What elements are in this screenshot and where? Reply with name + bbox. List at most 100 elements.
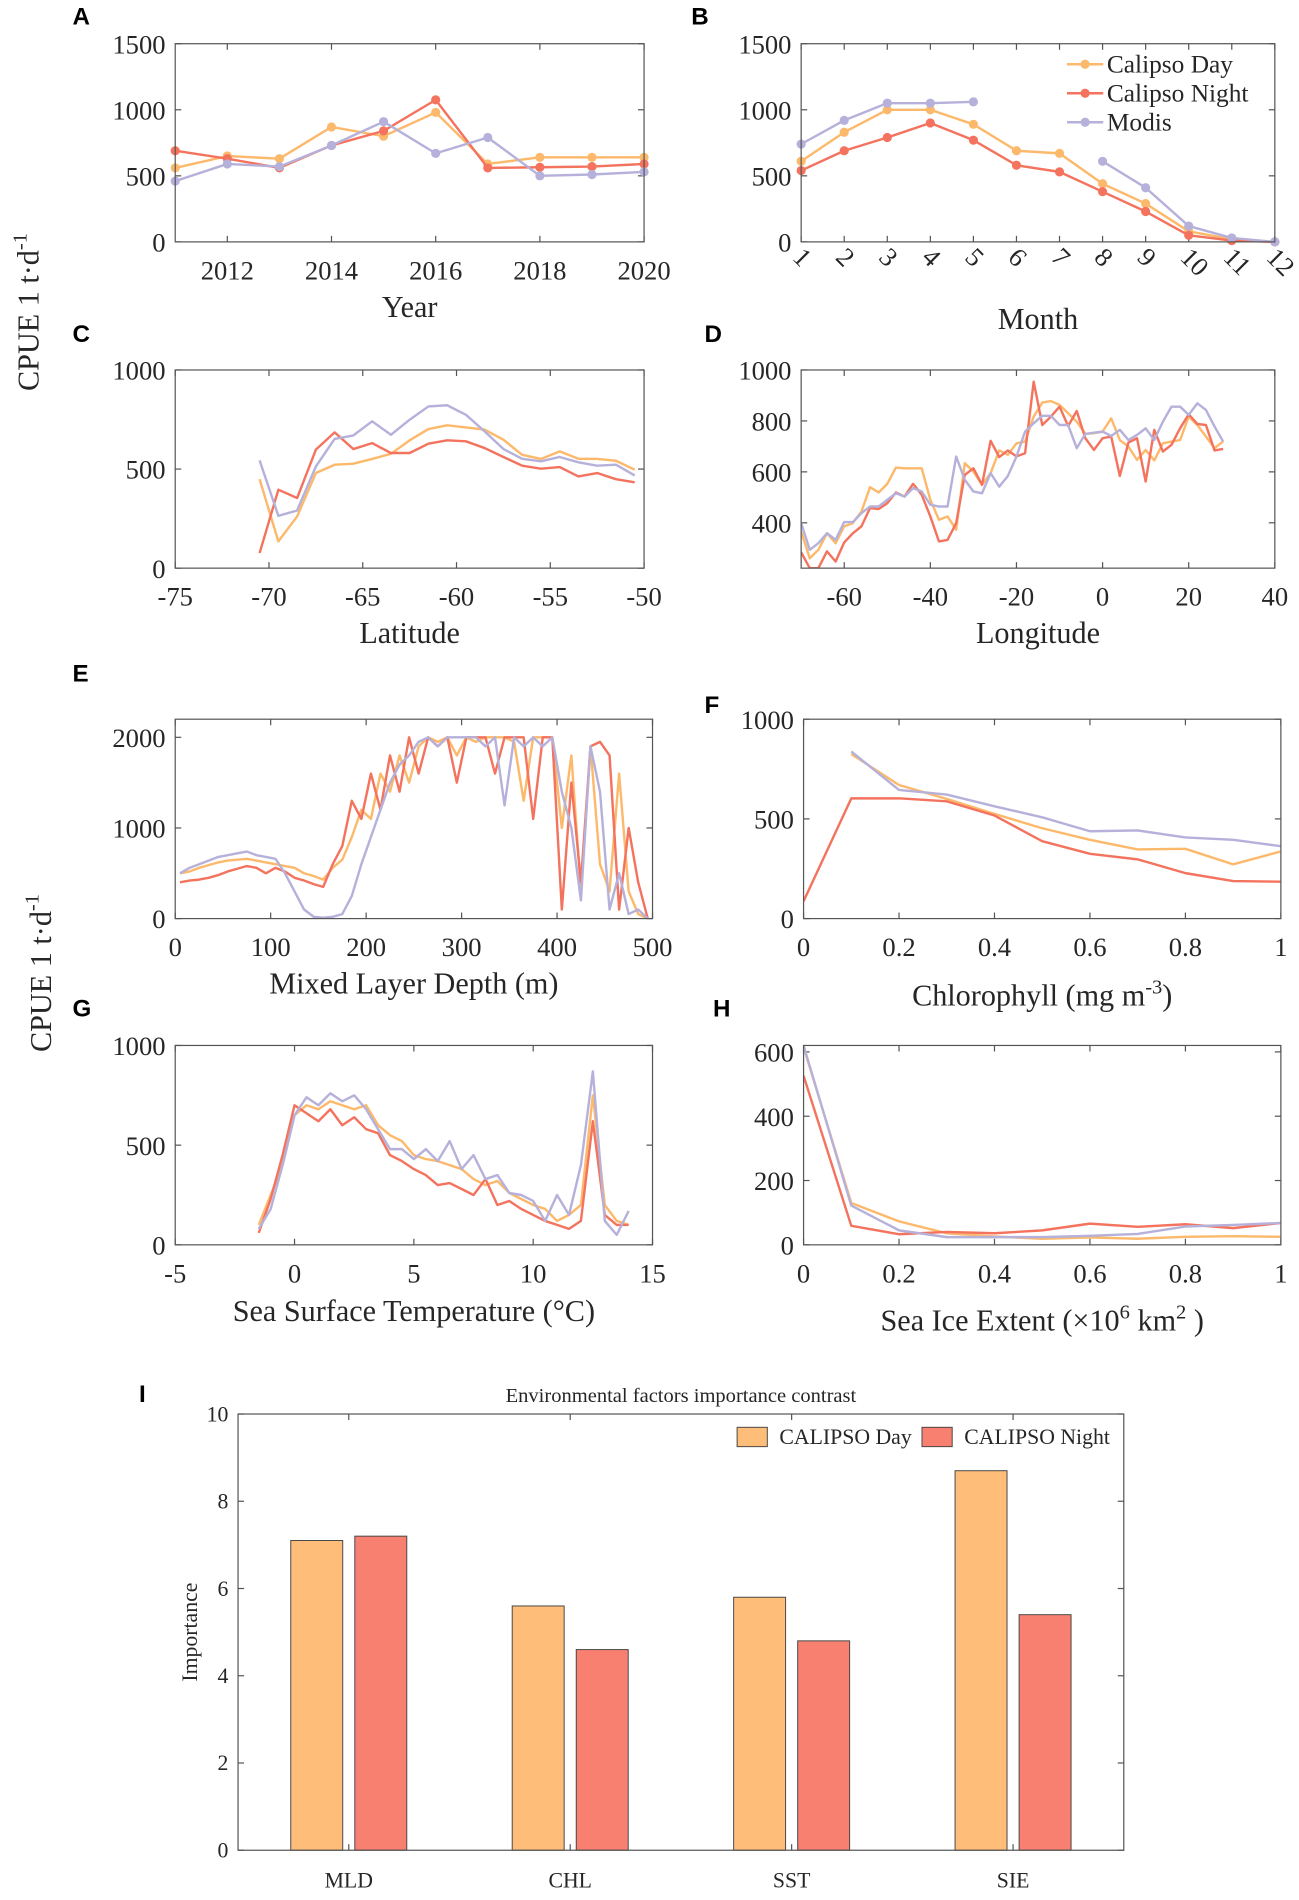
x-tick-label: 11 (1218, 242, 1257, 281)
x-tick-label: 1 (787, 242, 818, 273)
xlabel: Chlorophyll (mg m (912, 979, 1146, 1013)
series-line (803, 797, 1281, 902)
series-line (850, 750, 1281, 848)
data-point (882, 98, 892, 108)
x-axis-label: Chlorophyll (mg m-3) (912, 977, 1172, 1013)
panel-label: I (139, 1381, 146, 1408)
series-modis (179, 736, 649, 919)
y-tick-label: 200 (754, 1166, 794, 1196)
data-point (378, 126, 389, 136)
y-tick-label: 0 (152, 1231, 165, 1261)
series-line (179, 736, 649, 919)
panel-label: D (704, 321, 721, 348)
x-tick-label: 0.4 (978, 932, 1011, 962)
xlabel-mid: km (1130, 1304, 1177, 1338)
series-line (803, 1075, 1281, 1236)
series-line (258, 424, 636, 543)
shared-ylabel-bottom: CPUE 1 t·d-1 (22, 894, 58, 1052)
axes-frame (174, 43, 645, 243)
series-line (179, 736, 649, 919)
y-tick-label: 400 (754, 1102, 794, 1132)
data-point (535, 171, 545, 181)
y-tick-label: 0 (781, 904, 794, 934)
panel-e: E 0 1000 2000 0 100 200 300 400 500 Mixed Layer De… (73, 661, 673, 1001)
y-tick-label: 1500 (112, 29, 165, 59)
x-tick-label: 0.2 (882, 1258, 915, 1288)
x-tick-label: -50 (626, 582, 661, 612)
y-tick-label: 600 (754, 1038, 794, 1068)
panel-label: F (704, 692, 719, 719)
series-line (179, 736, 649, 919)
legend-marker (1080, 88, 1090, 98)
data-point (1184, 230, 1194, 240)
x-tick-label: 0 (797, 1258, 810, 1288)
series-line (258, 404, 636, 518)
series-calipso-day (179, 736, 649, 919)
data-point (925, 118, 935, 128)
data-point (925, 98, 935, 108)
axes-frame (174, 369, 645, 569)
series-line (174, 120, 645, 183)
x-tick-label: 5 (959, 242, 990, 273)
data-point (326, 140, 337, 151)
y-tick-label: 1000 (112, 95, 165, 125)
series-line (801, 402, 1225, 552)
axes-frame (800, 43, 1276, 243)
data-point (535, 162, 545, 172)
data-point (274, 161, 284, 172)
data-point (925, 105, 935, 115)
panel-label: B (691, 3, 708, 30)
series-calipso-day (801, 399, 1224, 560)
panel-label: H (713, 995, 730, 1022)
legend-label: CALIPSO Night (964, 1425, 1110, 1449)
bar-calipso-day-mld (290, 1540, 344, 1851)
y-tick-label: 6 (218, 1577, 229, 1601)
xlabel-end: ) (1186, 1304, 1204, 1338)
data-point (1184, 221, 1194, 231)
series-calipso-day (803, 1046, 1281, 1240)
x-axis-label: Sea Ice Extent (×106 km2 ) (881, 1302, 1204, 1338)
panel-a: A 0 500 1000 1500 2012 2014 2016 2018 2020 Year (73, 3, 671, 323)
x-axis-label: Month (998, 302, 1079, 336)
series-calipso-day (170, 107, 649, 173)
series-line (174, 111, 645, 170)
y-tick-label: 8 (218, 1490, 229, 1514)
data-point (1141, 206, 1151, 217)
series-line (257, 1104, 629, 1234)
y-tick-label: 2000 (112, 723, 165, 753)
x-tick-label: 10 (520, 1258, 547, 1288)
x-tick-label: 8 (1089, 242, 1120, 273)
xlabel-sup: 6 (1120, 1302, 1130, 1324)
data-point (431, 148, 441, 158)
panel-c: C 0 500 1000 -75 -70 -65 -60 -55 -50 Latitude (73, 321, 662, 650)
data-point (1097, 156, 1108, 166)
y-tick-label: 1000 (741, 705, 794, 735)
data-point (1054, 148, 1065, 158)
legend-marker (1080, 117, 1090, 127)
axes-frame (174, 718, 654, 920)
x-tick-label: 2012 (201, 255, 254, 285)
x-tick-label: 1 (1274, 932, 1287, 962)
legend-label: Calipso Night (1107, 80, 1249, 108)
data-point (587, 161, 597, 172)
panel-h: H 0 200 400 600 0 0.2 0.4 0.6 0.8 1 Sea Ice Extent … (713, 995, 1288, 1337)
panel-label: C (73, 321, 90, 348)
legend-swatch (736, 1426, 768, 1448)
y-tick-label: 0 (152, 228, 165, 258)
xlabel: Mixed Layer Depth (m) (269, 967, 558, 1001)
x-tick-label: 2020 (617, 255, 670, 285)
x-tick-label: -65 (345, 582, 380, 612)
data-point (1141, 183, 1151, 193)
y-tick-label: 2 (218, 1751, 229, 1775)
bar-calipso-night-mld (354, 1535, 408, 1851)
x-tick-label: 0 (797, 932, 810, 962)
data-point (882, 132, 892, 143)
x-tick-label: 0.8 (1169, 932, 1202, 962)
x-tick-label: 2018 (513, 255, 566, 285)
shared-ylabel-top: CPUE 1 t·d-1 (10, 233, 46, 391)
x-axis-label: Mixed Layer Depth (m) (269, 967, 558, 1001)
x-tick-label: 0.4 (978, 1258, 1011, 1288)
x-tick-label: 500 (633, 932, 673, 962)
